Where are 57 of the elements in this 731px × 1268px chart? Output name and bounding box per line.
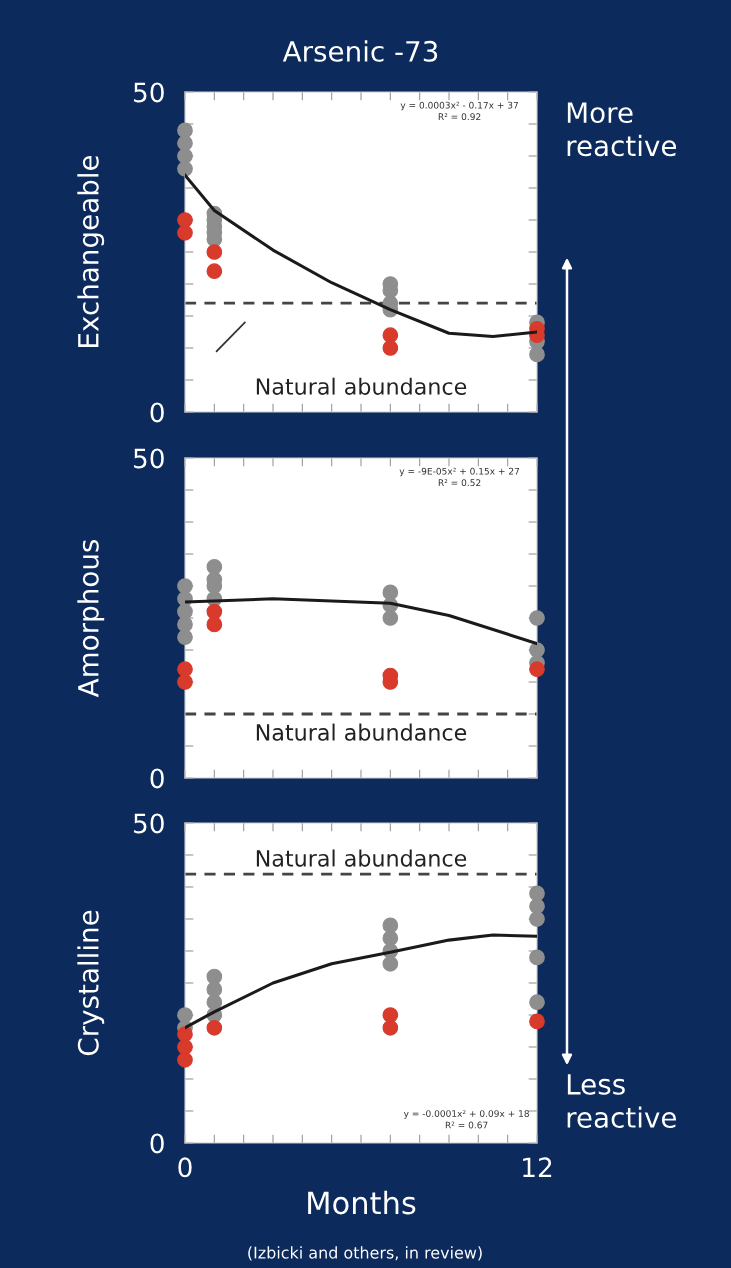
point — [177, 1051, 193, 1068]
x-tick-label: 12 — [523, 1157, 552, 1177]
y-tick-label: 0 — [150, 768, 164, 789]
point — [529, 949, 545, 966]
y-axis-title: Crystalline — [77, 910, 105, 1056]
y-tick-label: 0 — [150, 1133, 164, 1154]
point — [529, 1013, 545, 1030]
point — [529, 346, 545, 363]
point — [382, 584, 399, 601]
point — [177, 616, 193, 633]
annotation: y = -0.0001x² + 0.09x + 18 R² = 0.67 — [403, 1110, 529, 1129]
point — [529, 911, 545, 927]
point — [177, 148, 193, 164]
point — [382, 1007, 399, 1023]
ref-line-label: Natural abundance — [256, 849, 467, 867]
point — [529, 661, 545, 678]
point — [206, 968, 223, 985]
chart-title: Arsenic -73 — [282, 40, 438, 62]
point — [206, 603, 223, 620]
point — [206, 1019, 223, 1036]
y-tick-label: 50 — [134, 82, 164, 103]
point — [177, 674, 193, 690]
point — [529, 994, 545, 1011]
point — [206, 244, 223, 260]
point — [177, 212, 193, 228]
annotation: y = -9E-05x² + 0.15x + 27 R² = 0.52 — [399, 467, 520, 487]
point — [382, 955, 399, 972]
point — [177, 1007, 193, 1023]
ref-line-label: Natural abundance — [256, 377, 467, 395]
point — [177, 578, 193, 594]
point — [206, 263, 223, 280]
point — [177, 224, 193, 241]
y-axis-title: Amorphous — [77, 539, 105, 698]
x-axis-title: Months — [308, 1190, 416, 1215]
y-axis-title: Exchangeable — [77, 155, 105, 347]
point — [206, 981, 223, 998]
point — [382, 610, 399, 626]
point — [206, 616, 223, 633]
point — [177, 160, 193, 177]
point — [382, 340, 399, 356]
point — [529, 610, 545, 626]
text: More reactive — [567, 102, 676, 157]
y-tick-label: 50 — [134, 813, 164, 834]
ref-line-label: Natural abundance — [256, 723, 467, 741]
point — [177, 629, 193, 646]
y-tick-label: 0 — [150, 402, 164, 423]
text: (Izbicki and others, in review) — [248, 1246, 482, 1261]
annotation: y = 0.0003x² - 0.17x + 37 R² = 0.92 — [400, 101, 518, 121]
point — [382, 917, 399, 934]
point — [382, 1019, 399, 1036]
point — [206, 558, 223, 575]
point — [177, 1039, 193, 1055]
text: Less reactive — [567, 1074, 676, 1129]
point — [177, 122, 193, 139]
point — [177, 603, 193, 620]
y-tick-label: 50 — [134, 448, 164, 469]
point — [529, 885, 545, 902]
